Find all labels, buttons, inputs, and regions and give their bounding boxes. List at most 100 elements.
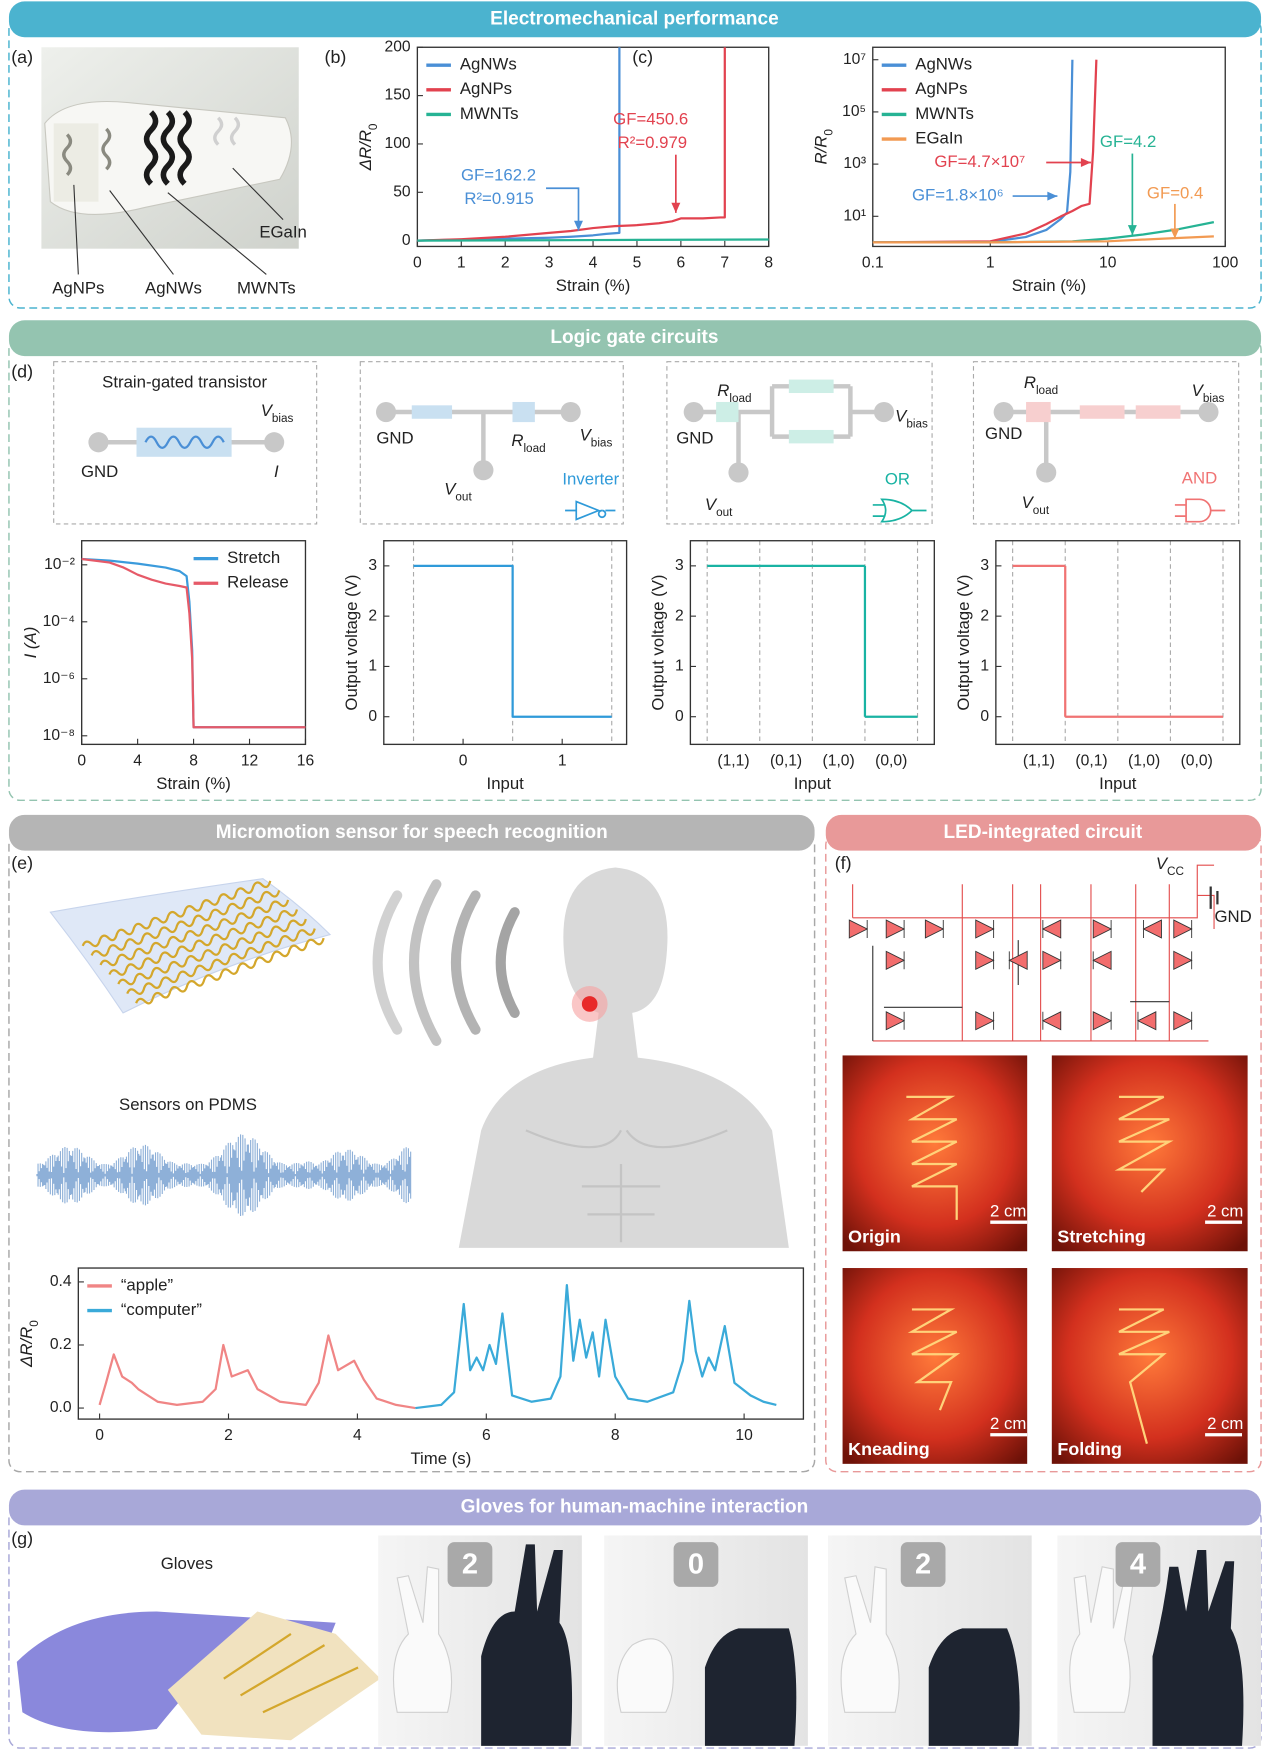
y-tick-label: 100	[385, 135, 411, 152]
x-tick-label: 2	[501, 254, 510, 271]
label-main: V	[580, 426, 593, 445]
label: Inverter	[562, 470, 619, 489]
panel-label: (e)	[11, 853, 33, 873]
legend-label: Release	[227, 573, 289, 592]
scale-label: 2 cm	[990, 1202, 1026, 1221]
y-axis-label: I (A)	[21, 627, 40, 659]
panel-label: (f)	[835, 853, 852, 873]
label-main: V	[1156, 855, 1169, 874]
label-sub: bias	[906, 417, 928, 430]
legend-label: “apple”	[121, 1275, 173, 1294]
x-tick-label: 0	[413, 254, 422, 271]
photo-label: Kneading	[848, 1439, 930, 1459]
y-tick-label: 150	[385, 87, 411, 104]
photo-label: AgNWs	[145, 278, 202, 297]
label-main: V	[895, 407, 908, 426]
label: OR	[885, 470, 910, 489]
x-tick-label: (1,0)	[1128, 752, 1160, 769]
led-diode	[885, 1011, 906, 1031]
x-axis-label: Input	[487, 774, 525, 793]
x-tick-label: 1	[558, 752, 567, 769]
label-main: V	[444, 480, 457, 499]
annotation: GF=4.7×10⁷	[934, 152, 1025, 171]
y-tick-label: 10⁷	[843, 51, 866, 68]
count-badge: 2	[915, 1548, 931, 1580]
data-line	[417, 238, 769, 242]
label-sub: 0	[367, 123, 380, 130]
x-tick-label: (1,1)	[717, 752, 749, 769]
label: VCC	[1156, 855, 1185, 878]
scale-label: 2 cm	[1207, 1202, 1243, 1221]
chart: 0 1 2 3 (1,1) (0,1) (1,0) (0,0) Input Output volt…	[648, 540, 935, 793]
label: Vbias	[1192, 381, 1225, 404]
count-badge: 2	[462, 1548, 478, 1580]
sensor-trace	[117, 918, 307, 986]
label-main: ΔR/R	[17, 1327, 36, 1368]
photo-label: Origin	[848, 1227, 901, 1247]
led-diode	[1092, 950, 1112, 971]
chart: 0 50 100 150 200 0 1 2 3 4 5 6 7 8 Strain (%) AgNWs AgNP…	[385, 38, 774, 295]
chart: 0.0 0.2 0.4 0 2 4 6 8 10 Time (s) “apple” “computer…	[50, 1267, 805, 1468]
section-title: Electromechanical performance	[490, 8, 779, 29]
y-tick-label: 2	[980, 607, 989, 624]
label: Vbias	[261, 401, 294, 424]
arrow-head	[671, 202, 681, 213]
y-tick-label: 1	[368, 658, 377, 675]
led-diode	[885, 919, 906, 939]
x-tick-label: 0.1	[862, 254, 884, 271]
led-diode	[1092, 919, 1113, 939]
sensor-trace	[81, 880, 272, 948]
annotation: R²=0.979	[618, 133, 687, 152]
y-tick-label: 1	[980, 658, 989, 675]
section-title: Logic gate circuits	[550, 327, 718, 348]
led-diode	[1173, 1011, 1193, 1031]
data-line	[413, 564, 612, 718]
label-main: R	[717, 381, 729, 400]
panel-label: (c)	[632, 47, 653, 67]
photo-label: Stretching	[1057, 1227, 1145, 1247]
y-tick-label: 0.2	[50, 1336, 72, 1353]
label: Rload	[1024, 374, 1058, 397]
y-tick-label: 0.4	[50, 1273, 72, 1290]
arrow-head	[574, 220, 583, 231]
led-diode	[1142, 919, 1162, 939]
y-tick-label: 200	[385, 38, 411, 55]
photo-label: Folding	[1057, 1439, 1122, 1459]
data-line	[417, 47, 726, 242]
photo-a	[41, 47, 299, 275]
y-tick-label: 0	[675, 708, 684, 725]
chart: 0 1 2 3 (1,1) (0,1) (1,0) (0,0) Input Output volt…	[954, 540, 1241, 793]
label: Vout	[444, 480, 472, 503]
legend-label: MWNTs	[915, 104, 974, 123]
x-tick-label: (0,0)	[1181, 752, 1213, 769]
y-tick-label: 10¹	[843, 207, 866, 224]
label: AND	[1182, 469, 1217, 488]
scale-label: 2 cm	[990, 1414, 1026, 1433]
x-tick-label: 6	[677, 254, 686, 271]
led-diode	[975, 1011, 995, 1031]
y-tick-label: 3	[368, 557, 377, 574]
annotation-arrow	[546, 187, 580, 231]
led-diode	[1092, 1011, 1113, 1031]
label-main: V	[1022, 493, 1035, 512]
x-axis-label: Strain (%)	[1012, 276, 1087, 295]
x-axis-label: Input	[794, 774, 832, 793]
led-diode	[1173, 950, 1193, 971]
x-tick-label: 3	[545, 254, 554, 271]
plot-frame	[995, 540, 1241, 746]
label: GND	[1214, 907, 1251, 926]
x-tick-label: 6	[482, 1427, 491, 1444]
plot-frame	[689, 540, 935, 746]
led-diode	[848, 919, 869, 939]
label: Strain-gated transistor	[102, 372, 267, 391]
led-diode	[924, 919, 945, 939]
data-line	[98, 1334, 416, 1410]
arrow-head	[1047, 191, 1058, 201]
x-tick-label: 4	[589, 254, 598, 271]
led-photos	[842, 1055, 1248, 1464]
legend-label: AgNWs	[460, 55, 517, 74]
y-tick-label: 0	[402, 232, 411, 249]
x-tick-label: 10	[1099, 254, 1117, 271]
sensor-trace	[135, 937, 325, 1005]
photo-label: MWNTs	[237, 278, 296, 297]
